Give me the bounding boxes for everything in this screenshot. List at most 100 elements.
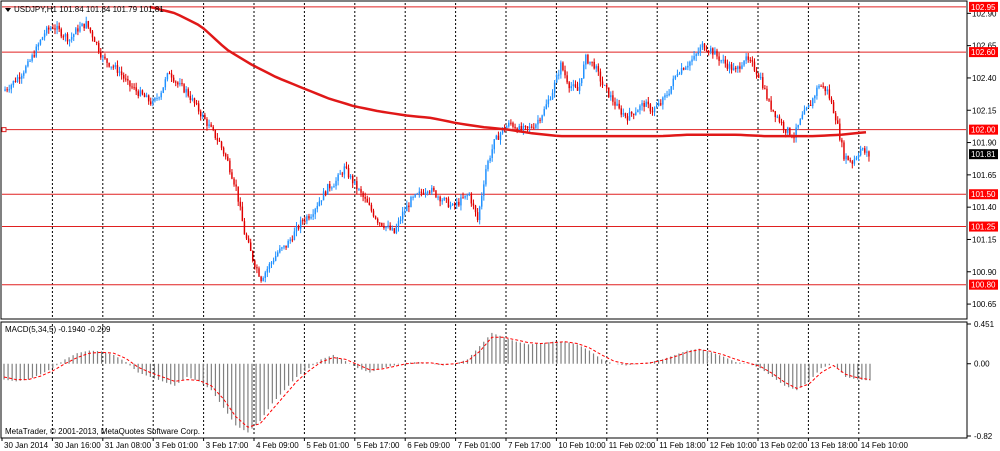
level-tag: 102.95 (971, 3, 996, 12)
candle-body (341, 173, 344, 175)
candle-body (845, 155, 847, 160)
candle-body (501, 127, 504, 134)
candle-body (510, 122, 512, 124)
macd-tick-label: 0.00 (974, 360, 990, 369)
candle-body (826, 89, 829, 92)
candle-body (453, 203, 456, 206)
candle-body (747, 56, 749, 60)
price-axis: 102.90 102.65 102.40 102.15 101.90 101.65 101.… (967, 9, 997, 441)
main-pane-frame (0, 0, 968, 320)
candle-body (866, 151, 868, 153)
candle-body (535, 124, 537, 128)
candle-body (651, 111, 654, 113)
candle-body (443, 197, 446, 201)
level-tag-bg (969, 279, 998, 290)
candle-body (589, 61, 591, 64)
candle-body (514, 126, 516, 129)
y-tick-label: 102.15 (972, 106, 997, 115)
candle-body (641, 103, 643, 106)
x-tick-label: 30 Jan 16:00 (54, 441, 101, 450)
candle-body (764, 88, 766, 90)
candle-body (560, 62, 562, 75)
candle-body (422, 192, 425, 195)
candle-body (545, 104, 548, 110)
candle-body (428, 191, 431, 193)
dropdown-triangle-icon[interactable] (5, 8, 11, 12)
candle-body (705, 49, 708, 52)
candles (4, 16, 870, 283)
candle-body (485, 169, 487, 185)
level-tag: 102.00 (971, 126, 996, 135)
candle-body (295, 226, 298, 232)
candle-body (110, 66, 112, 68)
candle-body (160, 92, 162, 98)
candle-body (551, 92, 554, 100)
candle-body (807, 104, 810, 108)
candle-body (431, 187, 433, 193)
candle-body (73, 34, 75, 37)
x-tick-label: 3 Feb 01:00 (155, 441, 198, 450)
candle-body (166, 73, 169, 80)
candle-body (233, 178, 235, 185)
candle-body (314, 209, 316, 215)
candle-body (270, 262, 273, 264)
candle-body (616, 103, 618, 106)
candle-body (214, 129, 217, 139)
candle-body (639, 105, 641, 111)
candle-body (97, 43, 100, 52)
current-price-tag-bg (969, 149, 998, 160)
candle-body (828, 89, 831, 99)
candle-body (653, 107, 656, 113)
candle-body (687, 65, 689, 68)
level-tag-bg (969, 1, 998, 12)
candle-body (16, 77, 19, 82)
candle-body (77, 28, 79, 32)
candle-body (655, 105, 658, 108)
candle-body (720, 60, 722, 62)
level-tag: 101.50 (971, 190, 996, 199)
candle-body (366, 198, 368, 203)
candle-body (601, 81, 604, 85)
candle-body (799, 119, 801, 125)
candle-body (281, 247, 283, 249)
candle-body (358, 188, 360, 190)
candle-body (424, 192, 427, 195)
candle-body (237, 186, 239, 202)
candle-body (189, 95, 192, 100)
candle-body (212, 126, 214, 130)
candle-body (306, 216, 308, 222)
candle-body (439, 196, 441, 202)
candle-body (293, 231, 296, 240)
candle-body (316, 205, 319, 210)
candle-body (224, 153, 227, 157)
y-tick-label: 101.40 (972, 203, 997, 212)
y-tick-label: 101.90 (972, 139, 997, 148)
candle-body (474, 205, 477, 213)
x-tick-label: 13 Feb 18:00 (810, 441, 858, 450)
candle-body (734, 67, 737, 70)
candle-body (701, 43, 704, 48)
candle-body (360, 188, 362, 193)
current-price-tag: 101.81 (971, 150, 996, 159)
y-tick-label: 100.65 (972, 300, 997, 309)
candle-body (125, 78, 127, 80)
candle-body (583, 64, 585, 79)
candle-body (456, 201, 458, 206)
candle-body (62, 36, 65, 38)
symbol-header[interactable]: USDJPY,H1 101.84 101.84 101.79 101.81 (5, 5, 164, 14)
y-tick-label: 100.90 (972, 268, 997, 277)
candle-body (528, 126, 531, 129)
candle-body (406, 205, 408, 212)
candle-body (410, 196, 412, 208)
candle-body (204, 114, 206, 120)
candle-body (647, 101, 650, 105)
candle-body (774, 111, 777, 118)
candle-body (843, 142, 845, 160)
candle-body (666, 95, 668, 97)
candle-body (714, 50, 716, 55)
candle-body (241, 206, 244, 222)
candle-body (472, 203, 475, 206)
candle-body (635, 112, 637, 115)
candle-body (120, 71, 123, 76)
candle-body (466, 195, 468, 197)
